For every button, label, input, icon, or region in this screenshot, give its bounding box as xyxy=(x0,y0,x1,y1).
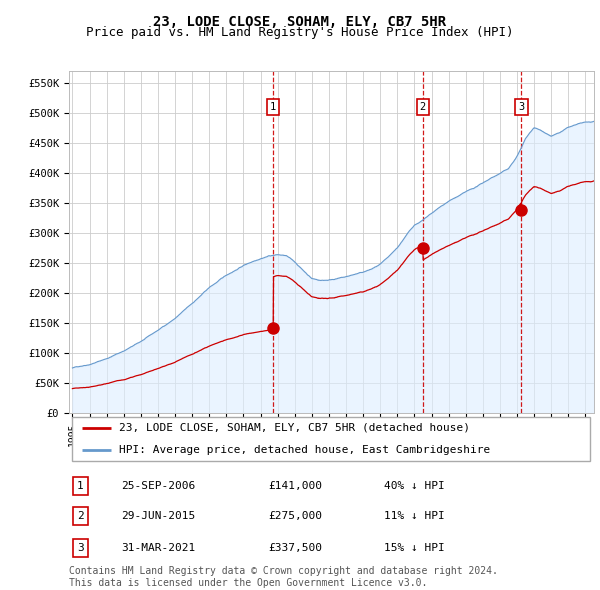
Text: Contains HM Land Registry data © Crown copyright and database right 2024.
This d: Contains HM Land Registry data © Crown c… xyxy=(69,566,498,588)
Text: £141,000: £141,000 xyxy=(269,481,323,491)
Text: Price paid vs. HM Land Registry's House Price Index (HPI): Price paid vs. HM Land Registry's House … xyxy=(86,26,514,39)
Text: 3: 3 xyxy=(77,543,84,553)
Text: 25-SEP-2006: 25-SEP-2006 xyxy=(121,481,196,491)
Text: £275,000: £275,000 xyxy=(269,512,323,521)
Text: 1: 1 xyxy=(270,102,276,112)
Text: 23, LODE CLOSE, SOHAM, ELY, CB7 5HR (detached house): 23, LODE CLOSE, SOHAM, ELY, CB7 5HR (det… xyxy=(119,423,470,433)
Text: 31-MAR-2021: 31-MAR-2021 xyxy=(121,543,196,553)
Text: 3: 3 xyxy=(518,102,524,112)
Text: 2: 2 xyxy=(77,512,84,521)
Text: HPI: Average price, detached house, East Cambridgeshire: HPI: Average price, detached house, East… xyxy=(119,445,490,455)
Text: 11% ↓ HPI: 11% ↓ HPI xyxy=(384,512,445,521)
Text: 2: 2 xyxy=(419,102,426,112)
Text: 1: 1 xyxy=(77,481,84,491)
Text: 29-JUN-2015: 29-JUN-2015 xyxy=(121,512,196,521)
FancyBboxPatch shape xyxy=(71,417,590,461)
Text: 23, LODE CLOSE, SOHAM, ELY, CB7 5HR: 23, LODE CLOSE, SOHAM, ELY, CB7 5HR xyxy=(154,15,446,29)
Text: 40% ↓ HPI: 40% ↓ HPI xyxy=(384,481,445,491)
Text: £337,500: £337,500 xyxy=(269,543,323,553)
Text: 15% ↓ HPI: 15% ↓ HPI xyxy=(384,543,445,553)
